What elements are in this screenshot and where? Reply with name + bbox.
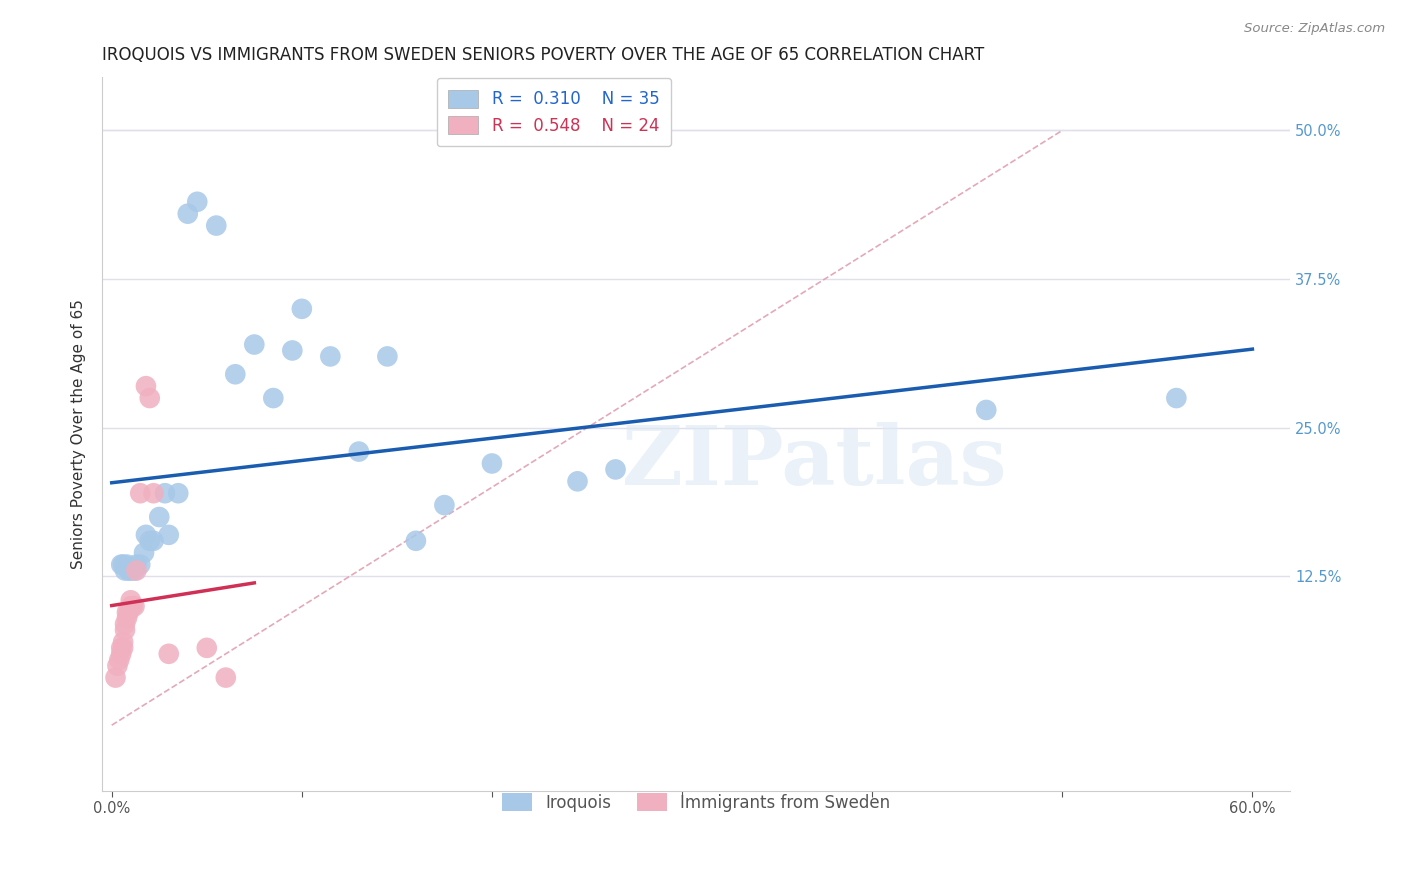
Point — [108, 653, 131, 667]
Point — [125, 564, 148, 578]
Point — [243, 337, 266, 351]
Point — [405, 533, 427, 548]
Point — [107, 658, 129, 673]
Point — [115, 558, 138, 572]
Point — [319, 350, 342, 364]
Point — [148, 510, 170, 524]
Point — [124, 564, 146, 578]
Point — [110, 647, 132, 661]
Point — [377, 350, 399, 364]
Point — [120, 593, 142, 607]
Text: ZIPatlas: ZIPatlas — [623, 422, 1008, 502]
Point — [110, 558, 132, 572]
Point — [118, 605, 141, 619]
Point — [112, 640, 135, 655]
Text: Source: ZipAtlas.com: Source: ZipAtlas.com — [1244, 22, 1385, 36]
Point — [1166, 391, 1188, 405]
Point — [605, 462, 627, 476]
Point — [135, 379, 157, 393]
Text: IROQUOIS VS IMMIGRANTS FROM SWEDEN SENIORS POVERTY OVER THE AGE OF 65 CORRELATIO: IROQUOIS VS IMMIGRANTS FROM SWEDEN SENIO… — [103, 46, 984, 64]
Point — [215, 671, 238, 685]
Point — [120, 599, 142, 614]
Point — [129, 486, 152, 500]
Point — [433, 498, 456, 512]
Point — [110, 640, 132, 655]
Point — [104, 671, 127, 685]
Point — [177, 207, 200, 221]
Point — [281, 343, 304, 358]
Point — [157, 528, 180, 542]
Point — [139, 533, 162, 548]
Point — [118, 564, 141, 578]
Point — [115, 605, 138, 619]
Y-axis label: Seniors Poverty Over the Age of 65: Seniors Poverty Over the Age of 65 — [72, 299, 86, 569]
Point — [132, 546, 155, 560]
Point — [195, 640, 218, 655]
Point — [153, 486, 176, 500]
Point — [142, 486, 165, 500]
Legend: Iroquois, Immigrants from Sweden: Iroquois, Immigrants from Sweden — [489, 780, 904, 825]
Point — [205, 219, 228, 233]
Point — [974, 403, 997, 417]
Point — [129, 558, 152, 572]
Point — [347, 444, 370, 458]
Point — [114, 623, 136, 637]
Point — [114, 617, 136, 632]
Point — [115, 611, 138, 625]
Point — [186, 194, 208, 209]
Point — [291, 301, 314, 316]
Point — [262, 391, 284, 405]
Point — [139, 391, 162, 405]
Point — [112, 558, 135, 572]
Point — [157, 647, 180, 661]
Point — [121, 599, 143, 614]
Point — [167, 486, 190, 500]
Point — [567, 475, 589, 489]
Point — [112, 635, 135, 649]
Point — [481, 457, 503, 471]
Point — [114, 564, 136, 578]
Point — [120, 564, 142, 578]
Point — [142, 533, 165, 548]
Point — [224, 368, 246, 382]
Point — [135, 528, 157, 542]
Point — [124, 599, 146, 614]
Point — [125, 558, 148, 572]
